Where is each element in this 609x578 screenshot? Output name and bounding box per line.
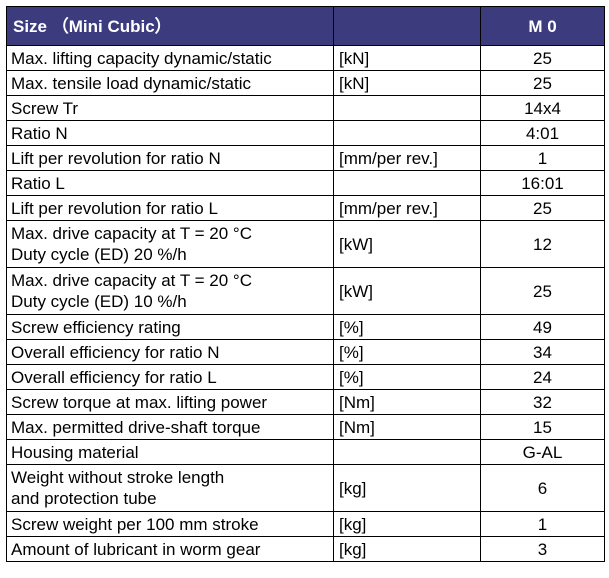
table-row: Weight without stroke length and protecti… <box>6 464 605 512</box>
parameter-cell: Max. drive capacity at T = 20 °C Duty cyc… <box>6 220 334 268</box>
parameter-cell: Max. permitted drive-shaft torque <box>6 414 334 440</box>
parameter-cell: Screw efficiency rating <box>6 314 334 340</box>
unit-cell <box>333 170 481 196</box>
parameter-cell: Weight without stroke length and protecti… <box>6 464 334 512</box>
value-cell: 16:01 <box>480 170 605 196</box>
parameter-label: Duty cycle (ED) 20 %/h <box>11 245 187 264</box>
parameter-cell: Overall efficiency for ratio L <box>6 364 334 390</box>
parameter-label: Lift per revolution for ratio L <box>11 198 218 218</box>
value-cell: 25 <box>480 267 605 315</box>
table-row: Max. drive capacity at T = 20 °C Duty cyc… <box>6 267 605 315</box>
unit-cell <box>333 439 481 465</box>
parameter-label: Weight without stroke length <box>11 468 225 487</box>
parameter-cell: Screw Tr <box>6 95 334 121</box>
value-cell: 1 <box>480 145 605 171</box>
unit-cell: [Nm] <box>333 389 481 415</box>
parameter-label: Overall efficiency for ratio L <box>11 367 217 387</box>
value-cell: 34 <box>480 339 605 365</box>
table-row: Lift per revolution for ratio N [mm/per r… <box>6 145 605 171</box>
table-row: Screw Tr 14x4 <box>6 95 605 121</box>
size-header: Size （Mini Cubic） <box>6 6 334 46</box>
parameter-cell: Ratio N <box>6 120 334 146</box>
model-header: M 0 <box>480 6 605 46</box>
value-cell: 14x4 <box>480 95 605 121</box>
table-row: Lift per revolution for ratio L [mm/per r… <box>6 195 605 221</box>
parameter-cell: Housing material <box>6 439 334 465</box>
header-row: Size （Mini Cubic） M 0 <box>6 6 605 46</box>
parameter-label: Ratio N <box>11 123 68 143</box>
value-cell: 24 <box>480 364 605 390</box>
table-row: Ratio N 4:01 <box>6 120 605 146</box>
unit-cell: [Nm] <box>333 414 481 440</box>
unit-cell: [%] <box>333 364 481 390</box>
value-cell: G-AL <box>480 439 605 465</box>
unit-cell: [%] <box>333 339 481 365</box>
parameter-cell: Max. drive capacity at T = 20 °C Duty cyc… <box>6 267 334 315</box>
parameter-cell: Lift per revolution for ratio L <box>6 195 334 221</box>
unit-cell: [kW] <box>333 220 481 268</box>
parameter-label: Screw torque at max. lifting power <box>11 392 268 412</box>
parameter-cell: Overall efficiency for ratio N <box>6 339 334 365</box>
parameter-label: Housing material <box>11 442 139 462</box>
table-row: Screw torque at max. lifting power [Nm] 32 <box>6 389 605 415</box>
value-cell: 6 <box>480 464 605 512</box>
parameter-label: Screw Tr <box>11 98 79 118</box>
parameter-label: Ratio L <box>11 173 65 193</box>
parameter-cell: Lift per revolution for ratio N <box>6 145 334 171</box>
unit-cell: [mm/per rev.] <box>333 145 481 171</box>
unit-cell: [mm/per rev.] <box>333 195 481 221</box>
value-cell: 32 <box>480 389 605 415</box>
parameter-label: Screw efficiency rating <box>11 317 181 337</box>
table-row: Screw weight per 100 mm stroke [kg] 1 <box>6 511 605 537</box>
unit-cell: [kN] <box>333 45 481 71</box>
unit-cell: [kg] <box>333 464 481 512</box>
parameter-label: Duty cycle (ED) 10 %/h <box>11 292 187 311</box>
unit-cell <box>333 120 481 146</box>
parameter-cell: Amount of lubricant in worm gear <box>6 536 334 562</box>
parameter-label: Max. drive capacity at T = 20 °C <box>11 224 252 243</box>
value-cell: 3 <box>480 536 605 562</box>
spec-table: Size （Mini Cubic） M 0 Max. lifting capac… <box>6 6 605 562</box>
parameter-label: Overall efficiency for ratio N <box>11 342 220 362</box>
parameter-label: Lift per revolution for ratio N <box>11 148 221 168</box>
table-row: Max. permitted drive-shaft torque [Nm] 15 <box>6 414 605 440</box>
value-cell: 25 <box>480 195 605 221</box>
parameter-label: Max. permitted drive-shaft torque <box>11 417 261 437</box>
parameter-cell: Screw weight per 100 mm stroke <box>6 511 334 537</box>
parameter-cell: Max. tensile load dynamic/static <box>6 70 334 96</box>
table-row: Max. tensile load dynamic/static [kN] 25 <box>6 70 605 96</box>
spec-body: Max. lifting capacity dynamic/static [kN]… <box>6 45 605 562</box>
parameter-cell: Max. lifting capacity dynamic/static <box>6 45 334 71</box>
parameter-label: Max. lifting capacity dynamic/static <box>11 48 272 68</box>
table-row: Max. drive capacity at T = 20 °C Duty cyc… <box>6 220 605 268</box>
value-cell: 12 <box>480 220 605 268</box>
parameter-label: and protection tube <box>11 489 157 508</box>
parameter-cell: Screw torque at max. lifting power <box>6 389 334 415</box>
parameter-label: Max. tensile load dynamic/static <box>11 73 251 93</box>
table-row: Amount of lubricant in worm gear [kg] 3 <box>6 536 605 562</box>
value-cell: 25 <box>480 45 605 71</box>
value-cell: 1 <box>480 511 605 537</box>
parameter-cell: Ratio L <box>6 170 334 196</box>
unit-cell: [kW] <box>333 267 481 315</box>
unit-cell: [kg] <box>333 536 481 562</box>
unit-cell: [kg] <box>333 511 481 537</box>
parameter-label: Max. drive capacity at T = 20 °C <box>11 271 252 290</box>
unit-header <box>333 6 481 46</box>
value-cell: 25 <box>480 70 605 96</box>
unit-cell: [kN] <box>333 70 481 96</box>
parameter-label: Screw weight per 100 mm stroke <box>11 514 259 534</box>
table-row: Ratio L 16:01 <box>6 170 605 196</box>
value-cell: 49 <box>480 314 605 340</box>
table-row: Overall efficiency for ratio N [%] 34 <box>6 339 605 365</box>
table-row: Housing material G-AL <box>6 439 605 465</box>
table-row: Max. lifting capacity dynamic/static [kN]… <box>6 45 605 71</box>
unit-cell: [%] <box>333 314 481 340</box>
unit-cell <box>333 95 481 121</box>
value-cell: 4:01 <box>480 120 605 146</box>
value-cell: 15 <box>480 414 605 440</box>
table-row: Overall efficiency for ratio L [%] 24 <box>6 364 605 390</box>
parameter-label: Amount of lubricant in worm gear <box>11 539 261 559</box>
table-row: Screw efficiency rating [%] 49 <box>6 314 605 340</box>
